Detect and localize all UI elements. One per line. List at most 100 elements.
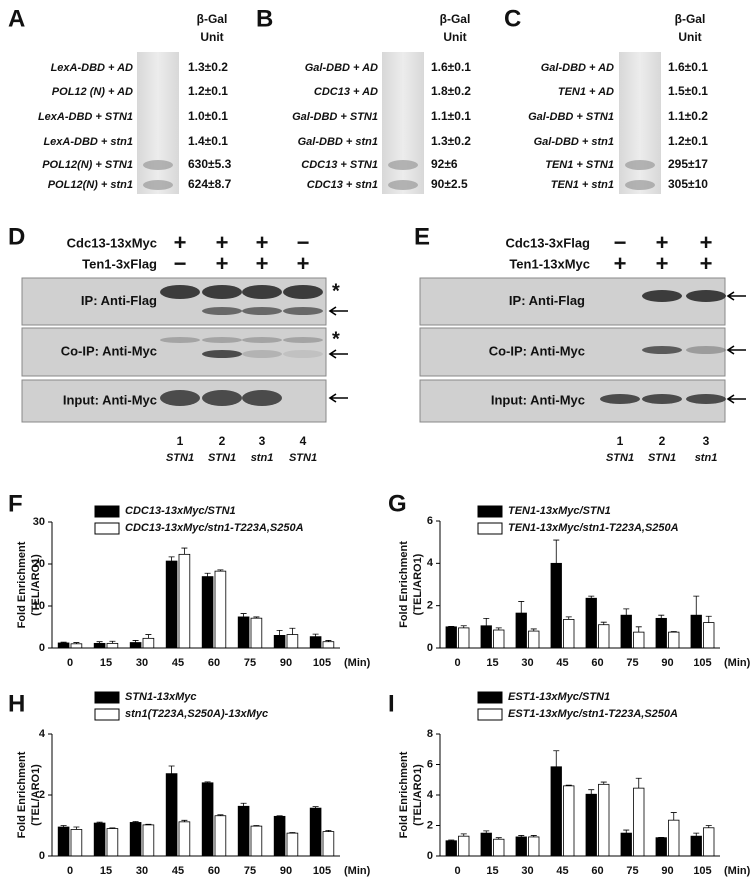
bar <box>598 783 610 857</box>
error-bar <box>73 826 80 830</box>
beta-gal-value: 1.6±0.1 <box>431 60 471 74</box>
gel-strip <box>619 52 661 194</box>
error-bar <box>705 615 712 623</box>
beta-gal-value: 1.0±0.1 <box>188 109 228 123</box>
error-bar <box>204 572 211 577</box>
x-tick-label: 0 <box>67 657 73 669</box>
x-tick-label: 90 <box>280 865 292 877</box>
bar <box>273 815 286 857</box>
x-axis-label: (Min) <box>724 657 750 669</box>
error-bar <box>289 832 296 834</box>
blot <box>419 277 726 326</box>
error-bar <box>253 616 260 619</box>
error-bar <box>312 806 319 809</box>
bar <box>690 835 702 857</box>
condition-sign: + <box>256 251 269 276</box>
blot-band <box>600 394 640 404</box>
bar <box>515 612 527 649</box>
error-bar <box>495 837 502 840</box>
bar <box>106 828 119 857</box>
x-tick-label: 15 <box>486 865 498 877</box>
beta-gal-value: 92±6 <box>431 157 458 171</box>
error-bar <box>600 781 607 785</box>
blot-band <box>642 346 682 354</box>
construct-label: LexA-DBD + STN1 <box>38 111 133 123</box>
legend-swatch <box>94 505 120 518</box>
construct-label: Gal-DBD + stn1 <box>298 136 378 148</box>
construct-label: Gal-DBD + stn1 <box>534 136 614 148</box>
colony-band <box>388 180 418 190</box>
beta-gal-value: 1.6±0.1 <box>668 60 708 74</box>
bar <box>445 840 457 857</box>
condition-sign: + <box>216 230 229 255</box>
column-header: Unit <box>443 30 466 44</box>
error-bar <box>132 640 139 643</box>
error-bar <box>168 556 175 562</box>
y-tick-label: 0 <box>427 850 433 862</box>
error-bar <box>670 812 677 821</box>
y-axis-label: Fold Enrichment <box>398 751 410 838</box>
error-bar <box>240 802 247 807</box>
x-axis-label: (Min) <box>344 657 371 669</box>
lane-number: 1 <box>617 434 624 448</box>
error-bar <box>60 641 67 643</box>
error-bar <box>325 640 332 642</box>
error-bar <box>312 633 319 637</box>
x-tick-label: 105 <box>693 657 711 669</box>
legend-swatch <box>94 522 120 535</box>
error-bar <box>109 640 116 644</box>
lane-number: 3 <box>703 434 710 448</box>
error-bar <box>518 835 525 837</box>
bar <box>458 835 470 857</box>
x-tick-label: 45 <box>556 865 568 877</box>
x-tick-label: 75 <box>626 657 638 669</box>
bar <box>201 576 214 649</box>
condition-sign: − <box>174 251 187 276</box>
condition-label: Cdc13-3xFlag <box>505 235 590 250</box>
error-bar <box>588 789 595 795</box>
bar <box>458 627 470 649</box>
beta-gal-value: 630±5.3 <box>188 157 232 171</box>
x-tick-label: 45 <box>556 657 568 669</box>
legend-label: CDC13-13xMyc/STN1 <box>125 505 236 517</box>
x-tick-label: 0 <box>67 865 73 877</box>
x-tick-label: 45 <box>172 657 184 669</box>
y-tick-label: 2 <box>427 819 433 831</box>
condition-sign: + <box>656 251 669 276</box>
bar <box>237 805 250 857</box>
bar <box>322 641 335 649</box>
gel-strip <box>137 52 179 194</box>
error-bar <box>588 595 595 599</box>
bar <box>129 822 142 857</box>
error-bar <box>600 621 607 625</box>
error-bar <box>483 617 490 626</box>
x-tick-label: 30 <box>136 657 148 669</box>
error-bar <box>693 832 700 837</box>
colony-band <box>625 160 655 170</box>
legend-label: EST1-13xMyc/STN1 <box>508 691 610 703</box>
beta-gal-value: 90±2.5 <box>431 177 468 191</box>
bar <box>70 829 83 857</box>
lane-genotype: STN1 <box>648 452 676 464</box>
construct-label: CDC13 + stn1 <box>307 179 378 191</box>
error-bar <box>670 631 677 633</box>
column-header: β-Gal <box>440 12 471 26</box>
error-bar <box>60 825 67 828</box>
lane-number: 1 <box>177 434 184 448</box>
error-bar <box>181 547 188 555</box>
blot <box>21 327 327 377</box>
arrow <box>328 306 348 316</box>
arrow <box>328 393 348 403</box>
arrow <box>726 345 746 355</box>
colony-band <box>388 160 418 170</box>
error-bar <box>693 595 700 616</box>
bar <box>528 836 540 857</box>
x-tick-label: 75 <box>244 865 256 877</box>
panel-letter: A <box>8 5 25 32</box>
x-tick-label: 15 <box>100 657 112 669</box>
bar <box>620 614 632 649</box>
bar <box>585 793 597 857</box>
error-bar <box>530 628 537 632</box>
legend-swatch <box>94 691 120 704</box>
x-tick-label: 60 <box>208 865 220 877</box>
